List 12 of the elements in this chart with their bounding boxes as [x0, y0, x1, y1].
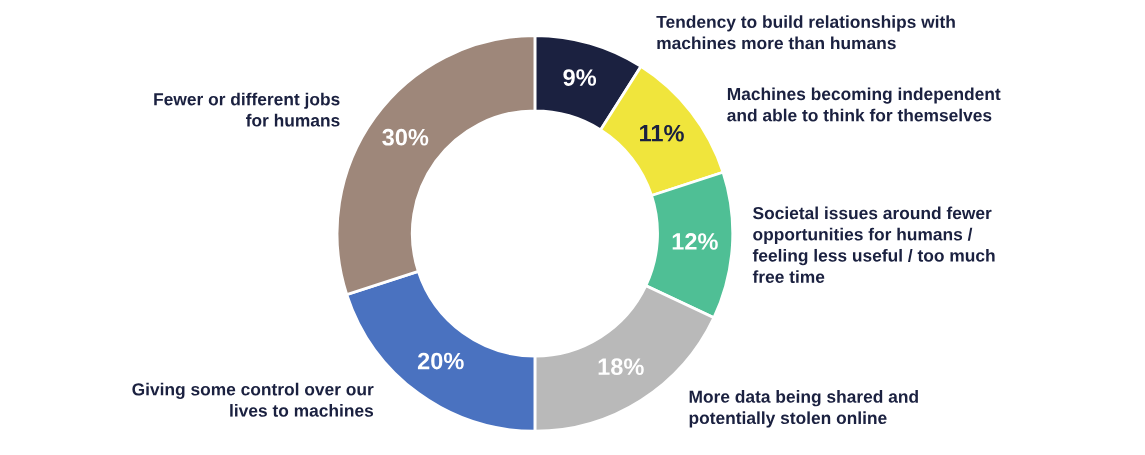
slice-label: More data being shared and potentially stolen online — [689, 390, 918, 428]
data-label: 20% — [417, 352, 464, 370]
data-label: 18% — [598, 358, 644, 376]
data-label: 11% — [640, 124, 684, 142]
slice-label: Machines becoming independent and able to think for themselves — [727, 87, 1001, 122]
slice-label: Tendency to build relationships with machines more than humans — [656, 15, 955, 50]
slice-label: Giving some control over our lives to machines — [132, 382, 374, 417]
data-label: 9% — [563, 69, 597, 86]
slice-label: Fewer or different jobs for humans — [154, 92, 340, 127]
slice-label: Societal issues around fewer opportunities for humans / feeling less useful / too much free time — [752, 206, 995, 283]
data-label: 30% — [382, 128, 429, 146]
data-label: 12% — [672, 233, 718, 250]
